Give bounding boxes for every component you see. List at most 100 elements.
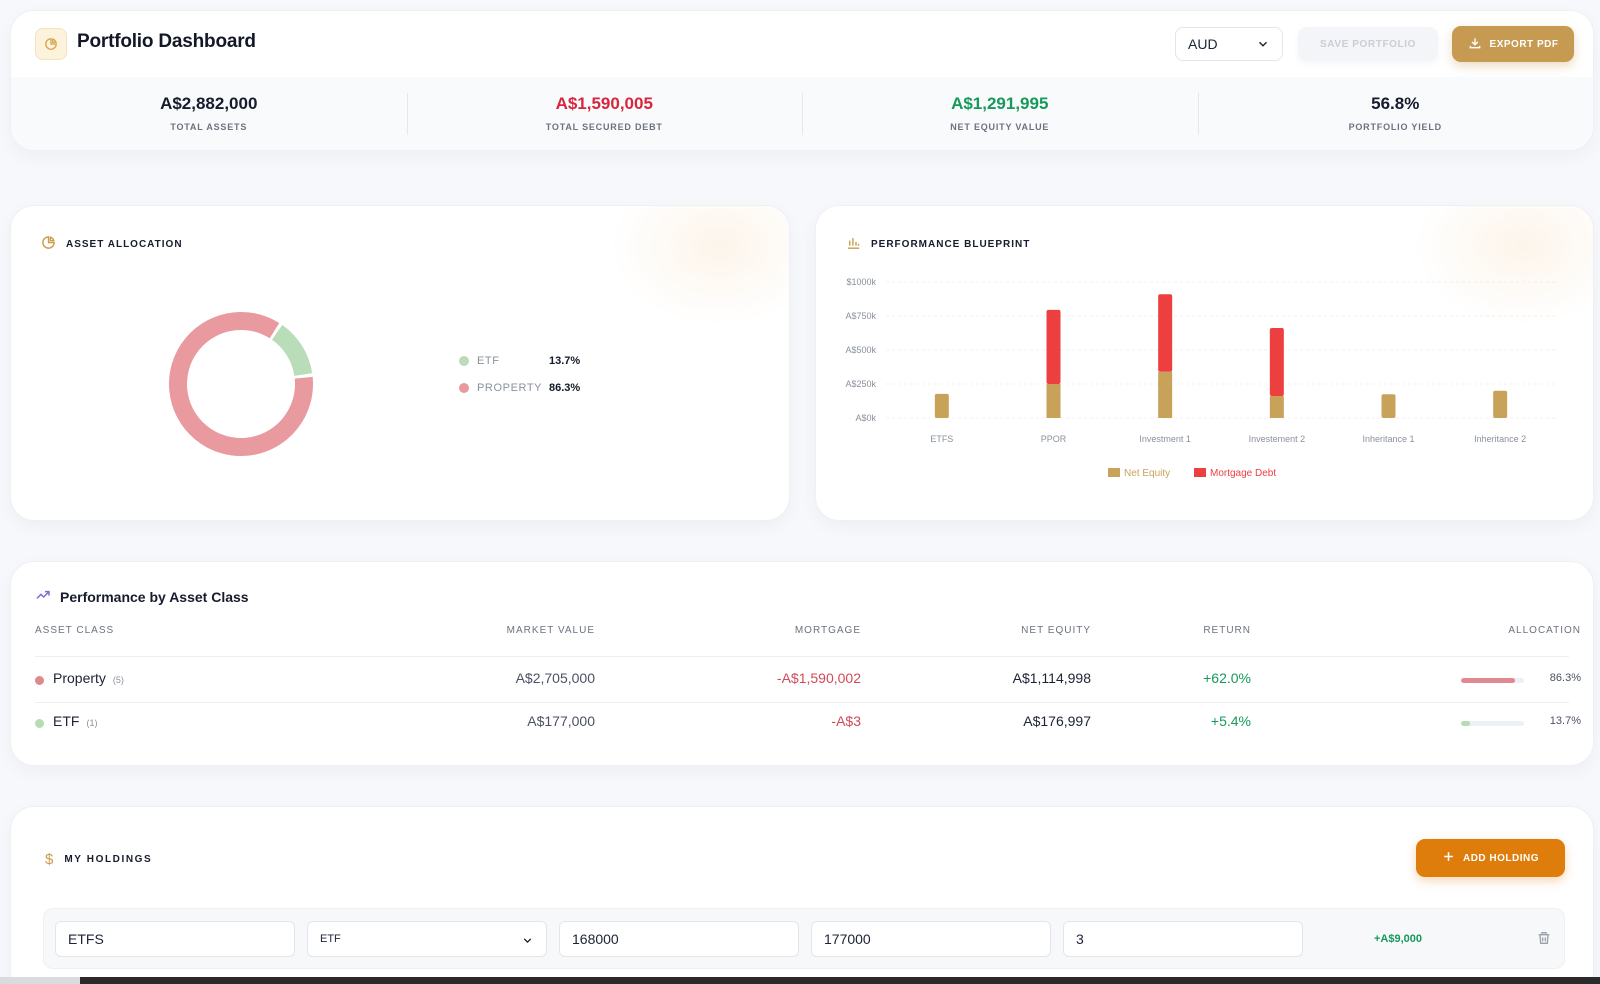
save-portfolio-button[interactable]: SAVE PORTFOLIO: [1298, 27, 1438, 61]
taskbar-edge: [0, 977, 80, 984]
download-icon: [1468, 36, 1482, 53]
x-tick-label: Inheritance 1: [1362, 434, 1414, 444]
net-equity-value: A$1,114,998: [1012, 670, 1091, 686]
asset-class-name: ETF (1): [53, 713, 98, 729]
legend-label: PROPERTY: [477, 382, 543, 394]
holding-count: (1): [86, 718, 98, 728]
stat-total-secured-debt: A$1,590,005 TOTAL SECURED DEBT: [406, 77, 803, 150]
bar-net-equity[interactable]: [1493, 390, 1508, 418]
legend-label: Mortgage Debt: [1210, 468, 1276, 479]
mortgage-value: -A$3: [831, 713, 861, 729]
performance-by-asset-class-card: Performance by Asset Class ASSET CLASS M…: [10, 561, 1594, 766]
x-tick-label: ETFS: [930, 434, 953, 444]
table-title: Performance by Asset Class: [35, 587, 249, 606]
column-header-mortgage: MORTGAGE: [794, 625, 861, 636]
stat-value: A$1,291,995: [951, 94, 1049, 113]
legend-item-etf: ETF 13.7%: [459, 355, 580, 367]
stat-label: TOTAL ASSETS: [170, 122, 248, 132]
stat-value: A$1,590,005: [555, 94, 653, 113]
performance-blueprint-card: PERFORMANCE BLUEPRINT A$0k A$250k A$500k A$…: [815, 205, 1594, 521]
bar-mortgage-debt[interactable]: [1158, 294, 1173, 372]
y-tick-label: A$750k: [845, 311, 876, 321]
allocation-donut-chart: [169, 312, 313, 456]
stat-label: PORTFOLIO YIELD: [1348, 122, 1442, 132]
stats-row: A$2,882,000 TOTAL ASSETS A$1,590,005 TOT…: [11, 77, 1593, 150]
table-row[interactable]: ETF (1) A$177,000 -A$3 A$176,997 +5.4% 13…: [11, 702, 1593, 742]
stat-value: 56.8%: [1371, 94, 1420, 113]
holding-row: ETF +A$9,000: [43, 908, 1565, 969]
purchase-price-input[interactable]: [559, 921, 799, 957]
legend-item-property: PROPERTY 86.3%: [459, 382, 580, 394]
net-equity-value: A$176,997: [1023, 713, 1091, 729]
legend-dot: [459, 383, 469, 393]
table-title-label: Performance by Asset Class: [60, 588, 249, 605]
asset-allocation-card: ASSET ALLOCATION ETF 13.7% PROPERTY 86.3…: [10, 205, 790, 521]
legend-swatch: [1194, 468, 1206, 477]
donut-slice-property: [169, 312, 313, 456]
bar-mortgage-debt[interactable]: [1269, 327, 1284, 396]
return-value: +5.4%: [1210, 713, 1251, 729]
holding-name-input[interactable]: [55, 921, 295, 957]
decorative-glow: [609, 206, 789, 326]
bar-mortgage-debt[interactable]: [1046, 309, 1061, 384]
holdings-title: MY HOLDINGS: [64, 854, 153, 865]
column-header-asset-class: ASSET CLASS: [35, 625, 115, 636]
status-dot: [35, 676, 44, 685]
y-tick-label: A$0k: [855, 413, 876, 423]
y-tick-label: $1000k: [846, 277, 876, 287]
pie-chart-icon: [35, 28, 67, 60]
stat-total-assets: A$2,882,000 TOTAL ASSETS: [11, 77, 407, 150]
mortgage-input[interactable]: [1063, 921, 1303, 957]
bar-chart-icon: [846, 235, 861, 253]
bar-net-equity[interactable]: [934, 393, 949, 418]
my-holdings-card: $ MY HOLDINGS ADD HOLDING ETF +A$9,000: [10, 806, 1594, 984]
card-title: ASSET ALLOCATION: [66, 238, 183, 250]
holding-count: (5): [112, 675, 124, 685]
x-tick-label: Investment 1: [1139, 434, 1191, 444]
return-value: +62.0%: [1203, 670, 1251, 686]
add-holding-button[interactable]: ADD HOLDING: [1416, 839, 1565, 877]
currency-select[interactable]: AUD: [1175, 27, 1283, 61]
trash-icon[interactable]: [1536, 929, 1552, 952]
pie-chart-icon: [41, 235, 56, 253]
column-header-market-value: MARKET VALUE: [506, 625, 595, 636]
performance-bar-chart: A$0k A$250k A$500k A$750k $1000k ETFS PPOR Inve…: [845, 277, 1556, 479]
add-holding-label: ADD HOLDING: [1462, 852, 1540, 864]
y-tick-label: A$250k: [845, 379, 876, 389]
x-tick-label: PPOR: [1041, 434, 1067, 444]
current-value-input[interactable]: [811, 921, 1051, 957]
market-value: A$2,705,000: [515, 670, 595, 686]
legend-value: 13.7%: [549, 355, 581, 367]
taskbar-edge: [80, 977, 1600, 984]
page-title: Portfolio Dashboard: [77, 31, 256, 52]
allocation-bar-fill: [1461, 678, 1516, 683]
currency-value: AUD: [1188, 36, 1218, 52]
stat-portfolio-yield: 56.8% PORTFOLIO YIELD: [1197, 77, 1594, 150]
bar-net-equity[interactable]: [1269, 395, 1284, 418]
holding-type-select[interactable]: ETF: [307, 921, 547, 957]
allocation-bar: [1461, 721, 1524, 726]
market-value: A$177,000: [527, 713, 595, 729]
dollar-icon: $: [45, 851, 54, 868]
table-row[interactable]: Property (5) A$2,705,000 -A$1,590,002 A$1…: [11, 659, 1593, 699]
export-pdf-button[interactable]: EXPORT PDF: [1452, 26, 1574, 62]
decorative-glow: [1413, 206, 1593, 326]
export-pdf-label: EXPORT PDF: [1489, 38, 1559, 50]
bar-net-equity[interactable]: [1158, 371, 1173, 418]
mortgage-value: -A$1,590,002: [776, 670, 861, 686]
legend-label: ETF: [477, 355, 500, 367]
holdings-header: $ MY HOLDINGS: [45, 851, 152, 868]
bar-net-equity[interactable]: [1381, 394, 1396, 418]
stat-label: NET EQUITY VALUE: [950, 122, 1050, 132]
allocation-bar-fill: [1461, 721, 1470, 726]
legend-value: 86.3%: [549, 382, 581, 394]
card-header: ASSET ALLOCATION: [41, 235, 183, 253]
chevron-down-icon: [1256, 37, 1270, 54]
card-header: PERFORMANCE BLUEPRINT: [846, 235, 1030, 253]
donut-slice-etf: [169, 312, 313, 456]
chevron-down-icon: [521, 934, 534, 950]
bar-net-equity[interactable]: [1046, 384, 1061, 418]
stat-value: A$2,882,000: [160, 94, 258, 113]
stat-net-equity: A$1,291,995 NET EQUITY VALUE: [802, 77, 1198, 150]
holding-gain: +A$9,000: [1374, 933, 1423, 945]
